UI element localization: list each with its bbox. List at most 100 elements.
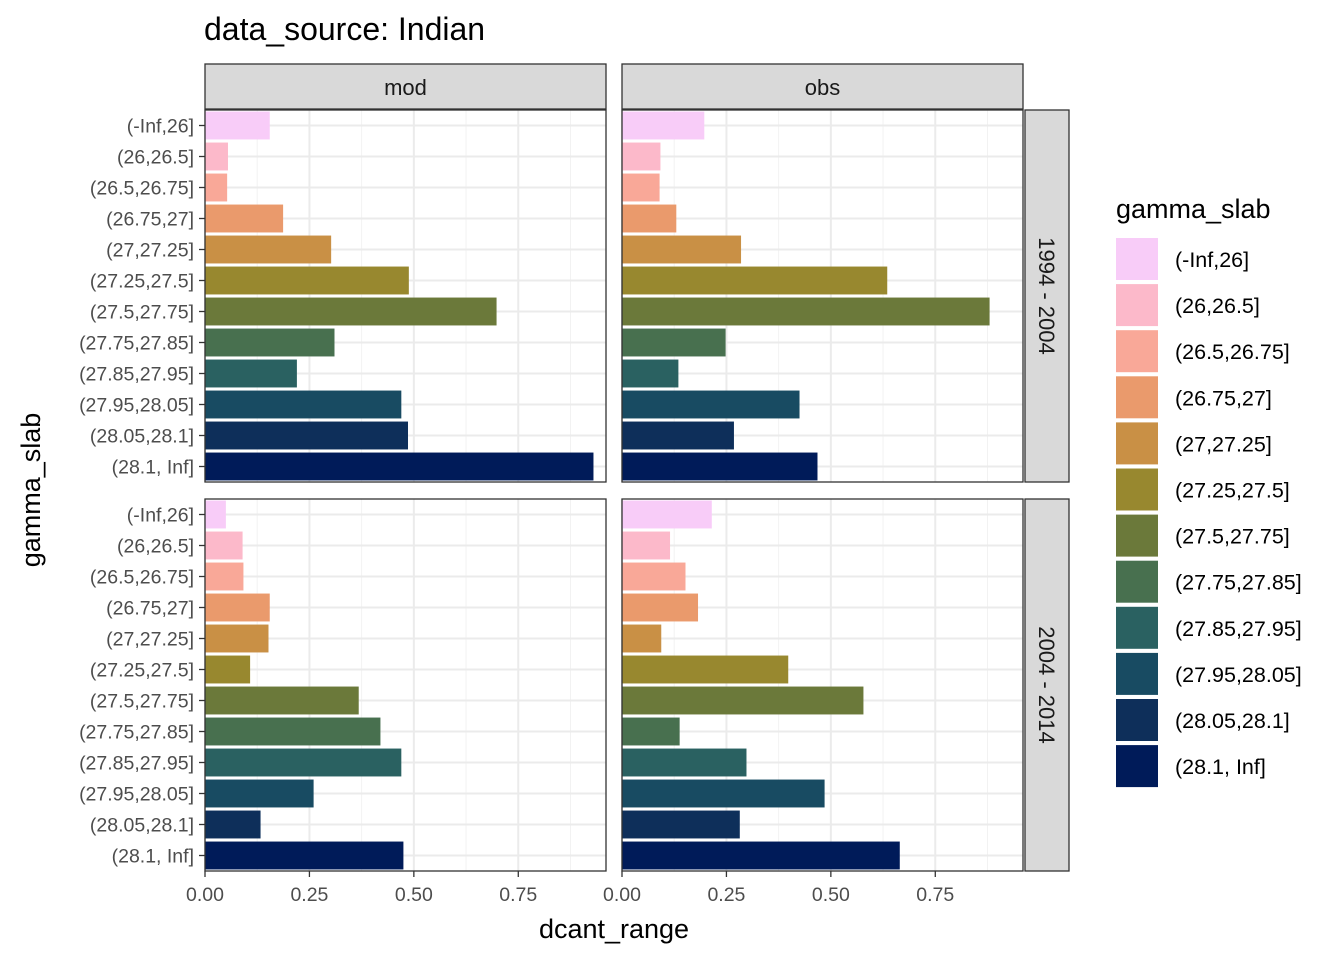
bar <box>205 748 402 777</box>
x-tick-label: 0.00 <box>186 884 224 906</box>
bar <box>205 390 402 419</box>
bar <box>622 779 825 808</box>
y-tick-label: (27.95,28.05] <box>79 784 194 806</box>
facet-panels: mod obs 1994 - 2004 2004 - 2014 (-Inf,26] (26… <box>79 63 1070 906</box>
bar <box>205 686 359 715</box>
x-axis-title: dcant_range <box>539 914 689 944</box>
legend-key <box>1116 514 1158 557</box>
y-tick-label: (28.1, Inf] <box>112 846 194 868</box>
bar <box>622 328 726 357</box>
y-tick-label: (26.5,26.75] <box>90 178 194 200</box>
legend-label: (26,26.5] <box>1175 294 1260 318</box>
legend-key <box>1116 422 1158 465</box>
legend-label: (28.05,28.1] <box>1175 709 1290 733</box>
legend-key <box>1116 745 1158 788</box>
legend-label: (27.95,28.05] <box>1175 663 1302 687</box>
bar <box>622 562 686 591</box>
y-tick-label: (27.95,28.05] <box>79 395 194 417</box>
panel-mod-1: (-Inf,26] (26,26.5] (26.5,26.75] (26.75,27]… <box>79 498 607 906</box>
legend-key <box>1116 606 1158 649</box>
legend-label: (26.5,26.75] <box>1175 340 1290 364</box>
legend-label: (26.75,27] <box>1175 386 1272 410</box>
bar <box>205 235 332 264</box>
x-tick-label: 0.50 <box>395 884 433 906</box>
y-tick-label: (26,26.5] <box>117 536 194 558</box>
legend-title: gamma_slab <box>1116 194 1271 224</box>
bar <box>205 421 409 450</box>
bar <box>622 624 662 653</box>
x-tick-label: 0.25 <box>290 884 328 906</box>
panel-obs-1: 0.00 0.25 0.50 0.75 <box>603 498 1024 906</box>
bar <box>622 390 800 419</box>
legend-label: (27,27.25] <box>1175 432 1272 456</box>
bar <box>205 173 228 202</box>
y-tick-label: (26,26.5] <box>117 147 194 169</box>
y-tick-label: (26.75,27] <box>106 598 194 620</box>
bar <box>205 810 261 839</box>
bar <box>205 624 269 653</box>
bar <box>622 686 864 715</box>
legend-key <box>1116 330 1158 373</box>
y-tick-label: (28.1, Inf] <box>112 457 194 479</box>
bar <box>622 359 679 388</box>
legend-key <box>1116 560 1158 603</box>
bar <box>622 452 818 481</box>
facet-strip-label: obs <box>805 75 840 100</box>
panel-background <box>205 110 606 482</box>
panel-border <box>204 498 607 872</box>
legend-label: (28.1, Inf] <box>1175 755 1266 779</box>
bar <box>622 111 705 140</box>
bar <box>622 810 740 839</box>
legend-key <box>1116 652 1158 695</box>
facet-strip-row-label: 2004 - 2014 <box>1034 626 1059 743</box>
y-tick-label: (27.25,27.5] <box>90 660 194 682</box>
y-axis-title: gamma_slab <box>16 413 46 568</box>
bar <box>622 204 677 233</box>
panel-background <box>622 499 1023 871</box>
bar <box>622 748 747 777</box>
facet-strip-row-label: 1994 - 2004 <box>1034 237 1059 354</box>
legend-key <box>1116 468 1158 511</box>
panel-border <box>621 109 1024 483</box>
bar <box>622 841 900 870</box>
x-tick-label: 0.75 <box>499 884 537 906</box>
legend-key <box>1116 376 1158 419</box>
bar <box>622 266 888 295</box>
y-tick-label: (-Inf,26] <box>127 505 194 527</box>
x-tick-label: 0.25 <box>707 884 745 906</box>
y-tick-label: (27,27.25] <box>106 629 194 651</box>
legend-label: (27.85,27.95] <box>1175 617 1302 641</box>
bar <box>205 531 243 560</box>
bar <box>205 779 314 808</box>
legend-key <box>1116 284 1158 327</box>
y-tick-label: (-Inf,26] <box>127 116 194 138</box>
legend: gamma_slab (-Inf,26] (26,26.5] (26.5,26.75… <box>1116 194 1302 788</box>
panel-mod-0: (-Inf,26] (26,26.5] (26.5,26.75] (26.75,27]… <box>79 109 607 483</box>
y-tick-label: (27.25,27.5] <box>90 271 194 293</box>
bar <box>205 266 409 295</box>
bar <box>205 500 226 529</box>
legend-label: (27.75,27.85] <box>1175 571 1302 595</box>
bar <box>205 359 297 388</box>
y-tick-label: (27.5,27.75] <box>90 302 194 324</box>
panel-background <box>622 110 1023 482</box>
panel-background <box>205 499 606 871</box>
bar <box>205 841 404 870</box>
bar <box>622 531 671 560</box>
bar <box>205 111 270 140</box>
facet-strip-row <box>1024 498 1070 872</box>
bar <box>622 297 990 326</box>
bar <box>205 142 228 171</box>
chart-title: data_source: Indian <box>204 11 485 47</box>
bar <box>622 655 789 684</box>
bar <box>622 593 699 622</box>
bar <box>205 452 594 481</box>
bar <box>622 717 680 746</box>
bar <box>205 297 497 326</box>
bar <box>622 421 734 450</box>
x-tick-label: 0.00 <box>603 884 641 906</box>
facet-strip-label: mod <box>384 75 427 100</box>
x-tick-label: 0.75 <box>916 884 954 906</box>
bar <box>205 204 284 233</box>
y-tick-label: (27,27.25] <box>106 240 194 262</box>
